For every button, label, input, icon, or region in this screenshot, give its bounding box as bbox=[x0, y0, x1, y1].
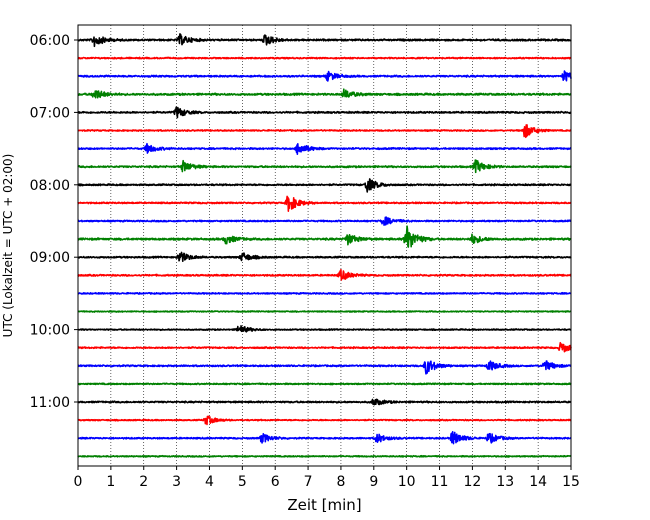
trace-0700 bbox=[77, 106, 572, 119]
trace-0830 bbox=[77, 216, 572, 226]
y-tick-label: 06:00 bbox=[30, 33, 70, 49]
x-tick-label: 6 bbox=[271, 474, 280, 490]
trace-0945 bbox=[77, 310, 572, 313]
trace-0800 bbox=[77, 178, 572, 193]
trace-1115 bbox=[77, 415, 572, 426]
plot-frame bbox=[77, 24, 572, 467]
trace-group bbox=[77, 33, 572, 458]
trace-0745 bbox=[77, 159, 572, 174]
trace-0715 bbox=[77, 124, 572, 139]
axes: 0 1 2 3 4 5 6 7 8 9 10 11 12 13 14 1506:0007:0008:0009:… bbox=[30, 33, 580, 490]
y-tick-label: 11:00 bbox=[30, 395, 70, 411]
x-tick-label: 1 bbox=[106, 474, 115, 490]
x-tick-label: 2 bbox=[139, 474, 148, 490]
trace-0930 bbox=[77, 291, 572, 295]
x-tick-label: 8 bbox=[336, 474, 345, 490]
trace-0630 bbox=[77, 70, 572, 82]
trace-1045 bbox=[77, 382, 572, 386]
trace-1130 bbox=[77, 431, 572, 445]
trace-0815 bbox=[77, 195, 572, 212]
x-tick-label: 4 bbox=[205, 474, 214, 490]
x-tick-label: 12 bbox=[463, 474, 481, 490]
x-axis-label: Zeit [min] bbox=[287, 496, 361, 514]
trace-0900 bbox=[77, 251, 572, 263]
trace-1145 bbox=[77, 454, 572, 458]
grid-lines bbox=[110, 25, 539, 466]
x-tick-label: 0 bbox=[74, 474, 83, 490]
trace-0730 bbox=[77, 142, 572, 156]
trace-0615 bbox=[77, 56, 572, 60]
trace-0845 bbox=[77, 225, 572, 248]
trace-0915 bbox=[77, 268, 572, 281]
x-tick-label: 5 bbox=[238, 474, 247, 490]
trace-1015 bbox=[77, 341, 572, 353]
y-tick-label: 07:00 bbox=[30, 105, 70, 121]
trace-0645 bbox=[77, 88, 572, 99]
x-tick-label: 14 bbox=[529, 474, 547, 490]
x-tick-label: 9 bbox=[369, 474, 378, 490]
trace-0600 bbox=[77, 33, 572, 48]
y-tick-label: 10:00 bbox=[30, 323, 70, 339]
x-tick-label: 7 bbox=[304, 474, 313, 490]
x-tick-label: 11 bbox=[431, 474, 449, 490]
y-axis-label: UTC (Lokalzeit = UTC + 02:00) bbox=[1, 154, 15, 338]
trace-1100 bbox=[77, 398, 572, 406]
x-tick-label: 3 bbox=[172, 474, 181, 490]
x-tick-label: 10 bbox=[398, 474, 416, 490]
y-tick-label: 08:00 bbox=[30, 178, 70, 194]
trace-1030 bbox=[77, 360, 572, 375]
x-tick-label: 13 bbox=[496, 474, 514, 490]
y-tick-label: 09:00 bbox=[30, 250, 70, 266]
x-tick-label: 15 bbox=[562, 474, 580, 490]
trace-1000 bbox=[77, 325, 572, 333]
